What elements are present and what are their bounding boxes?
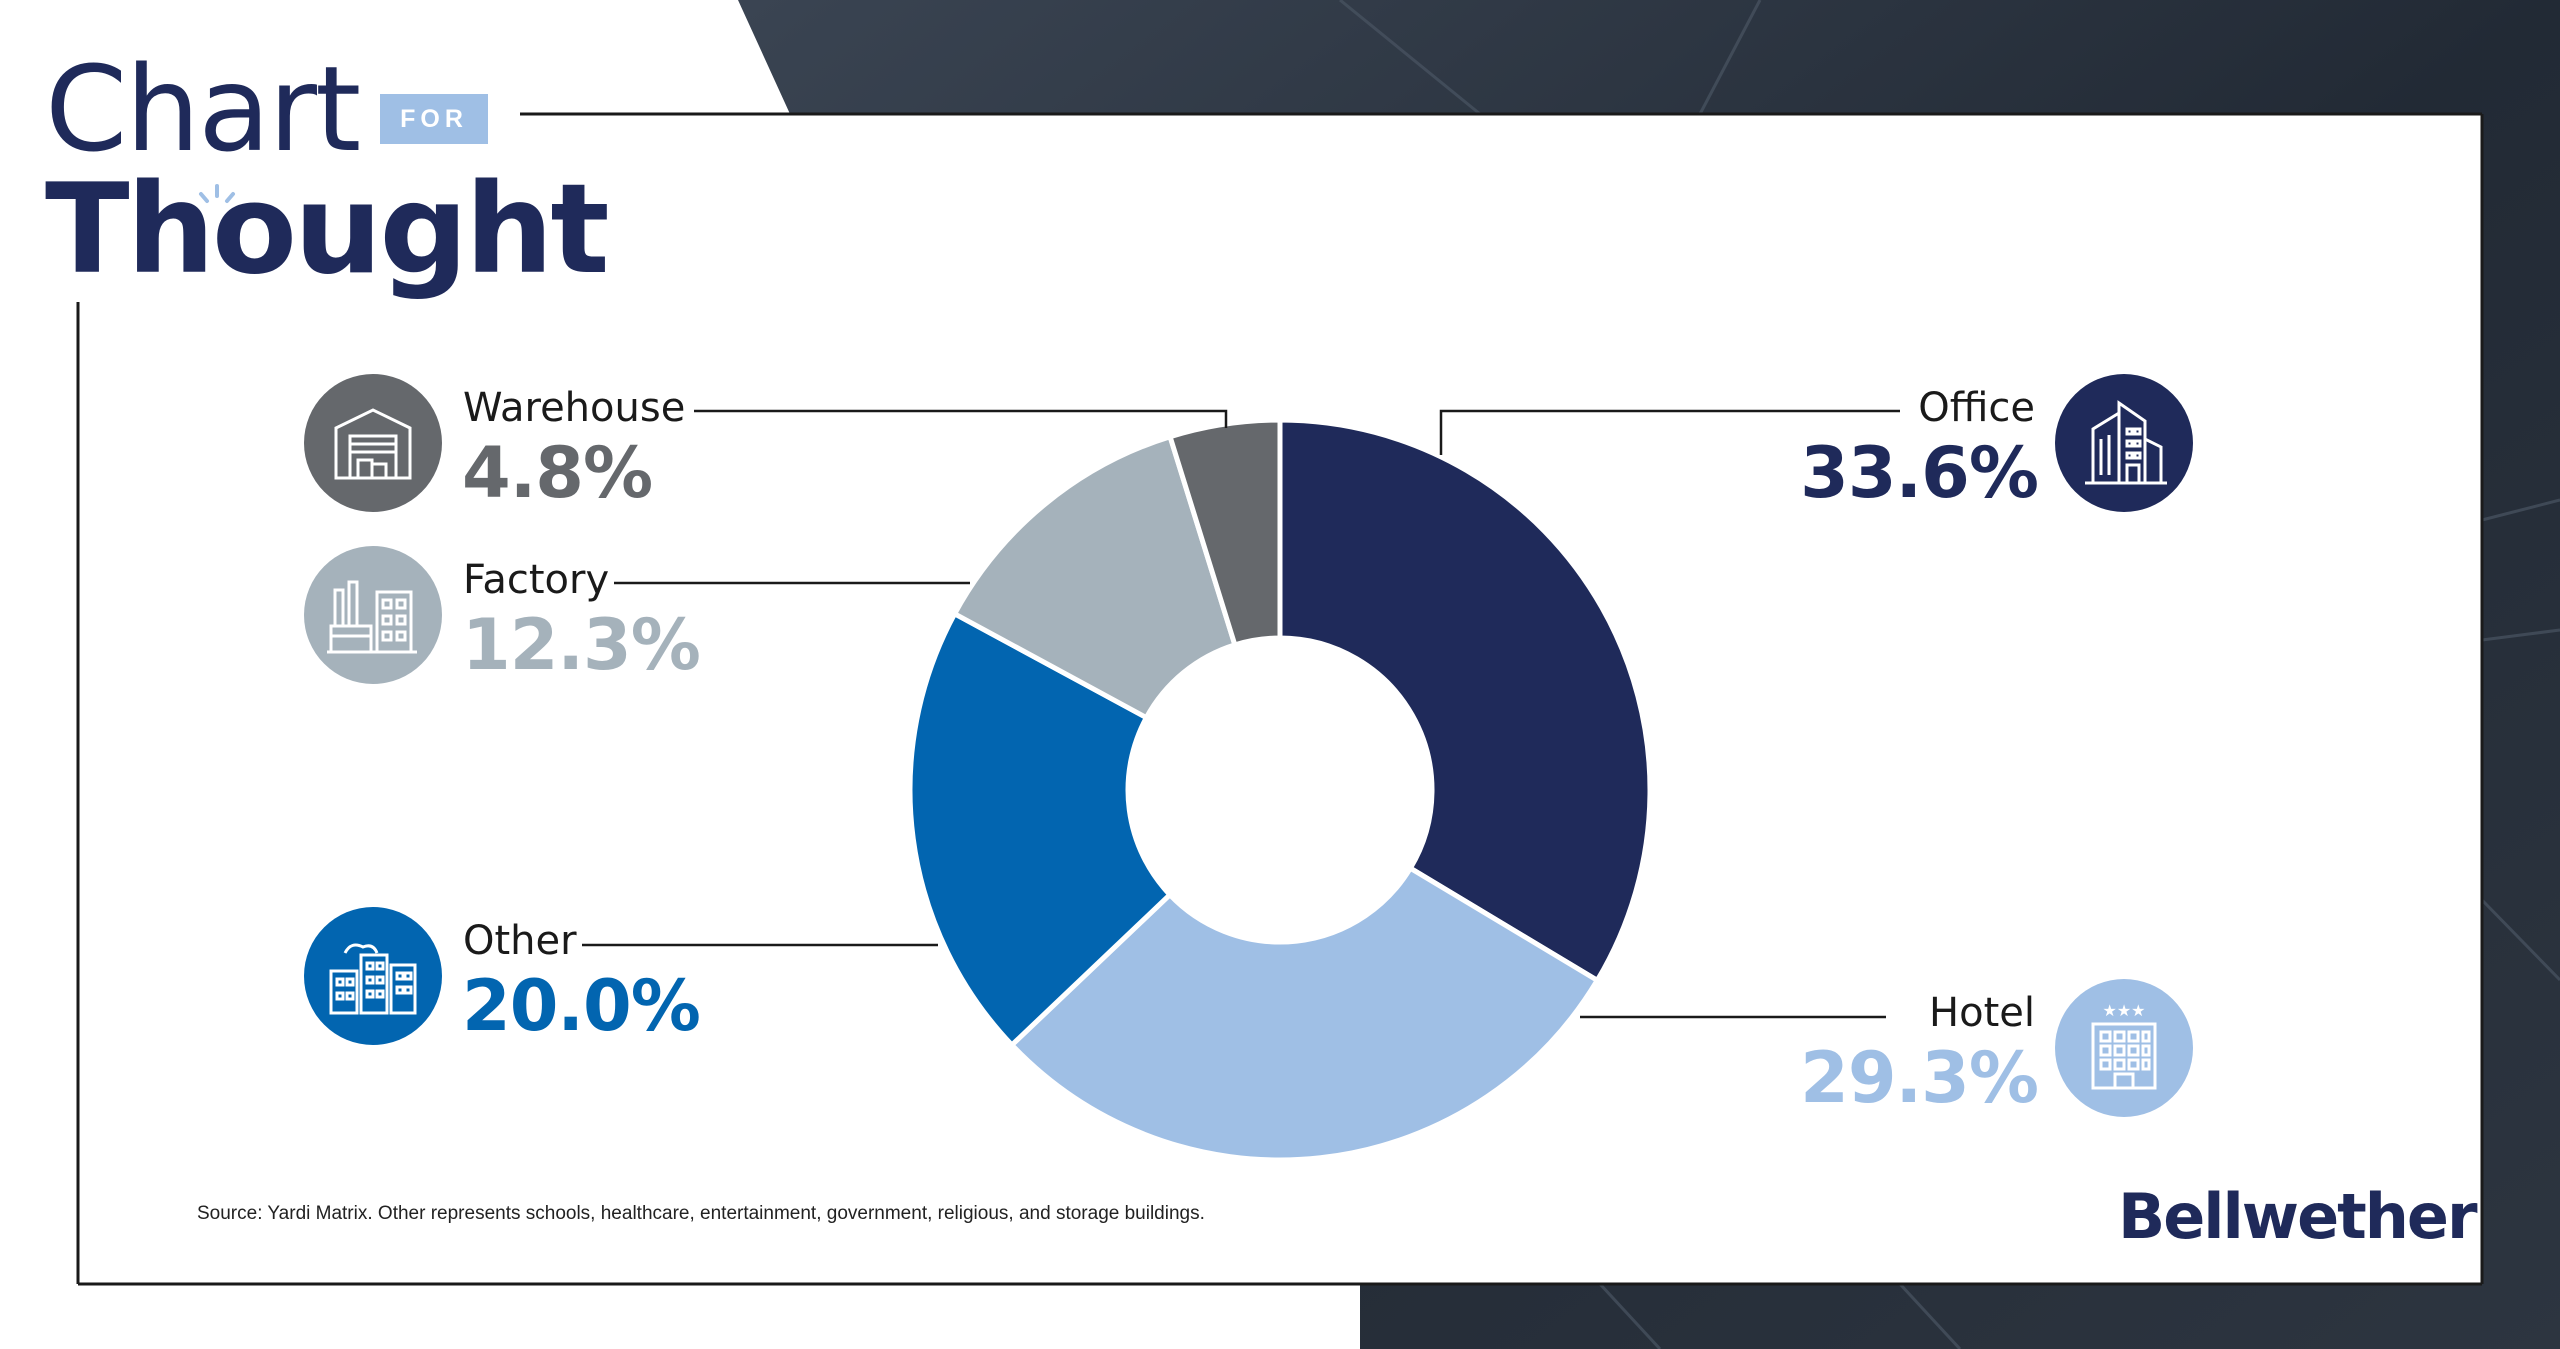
warehouse-label: Warehouse <box>463 385 686 431</box>
leader-line-warehouse <box>694 409 1228 428</box>
office-value-label: 33.6% <box>1800 432 2039 514</box>
brand-title-tag: FOR <box>380 94 488 144</box>
lightbulb-rays-icon <box>199 184 235 203</box>
office-building-icon <box>2055 374 2193 512</box>
donut-slice-hotel <box>1008 864 1601 1163</box>
donut-slice-factory <box>951 433 1238 722</box>
office-label: Office <box>1918 385 2035 431</box>
hotel-building-icon: ★★★ <box>2055 979 2193 1117</box>
city-buildings-icon <box>304 907 442 1045</box>
donut-slice-office <box>1277 417 1653 984</box>
donut-slice-warehouse <box>1166 417 1283 648</box>
donut-chart <box>907 417 1653 1163</box>
other-label: Other <box>463 918 577 964</box>
hotel-label: Hotel <box>1929 990 2035 1036</box>
factory-icon <box>304 546 442 684</box>
warehouse-icon <box>304 374 442 512</box>
hotel-value-label: 29.3% <box>1800 1037 2039 1119</box>
svg-text:★★★: ★★★ <box>2102 1001 2145 1020</box>
warehouse-value-label: 4.8% <box>462 432 653 514</box>
brand-title-chart: Chart <box>45 40 361 178</box>
bellwether-logo: Bellwether <box>2118 1180 2478 1253</box>
factory-label: Factory <box>463 557 610 603</box>
brand-title-thought: Thought <box>45 158 610 302</box>
source-note: Source: Yardi Matrix. Other represents s… <box>197 1203 1205 1224</box>
factory-value-label: 12.3% <box>462 604 701 686</box>
donut-slice-other <box>907 610 1174 1049</box>
other-value-label: 20.0% <box>462 965 701 1047</box>
leader-line-office <box>1439 409 1900 455</box>
background-lines <box>1339 0 2560 1349</box>
